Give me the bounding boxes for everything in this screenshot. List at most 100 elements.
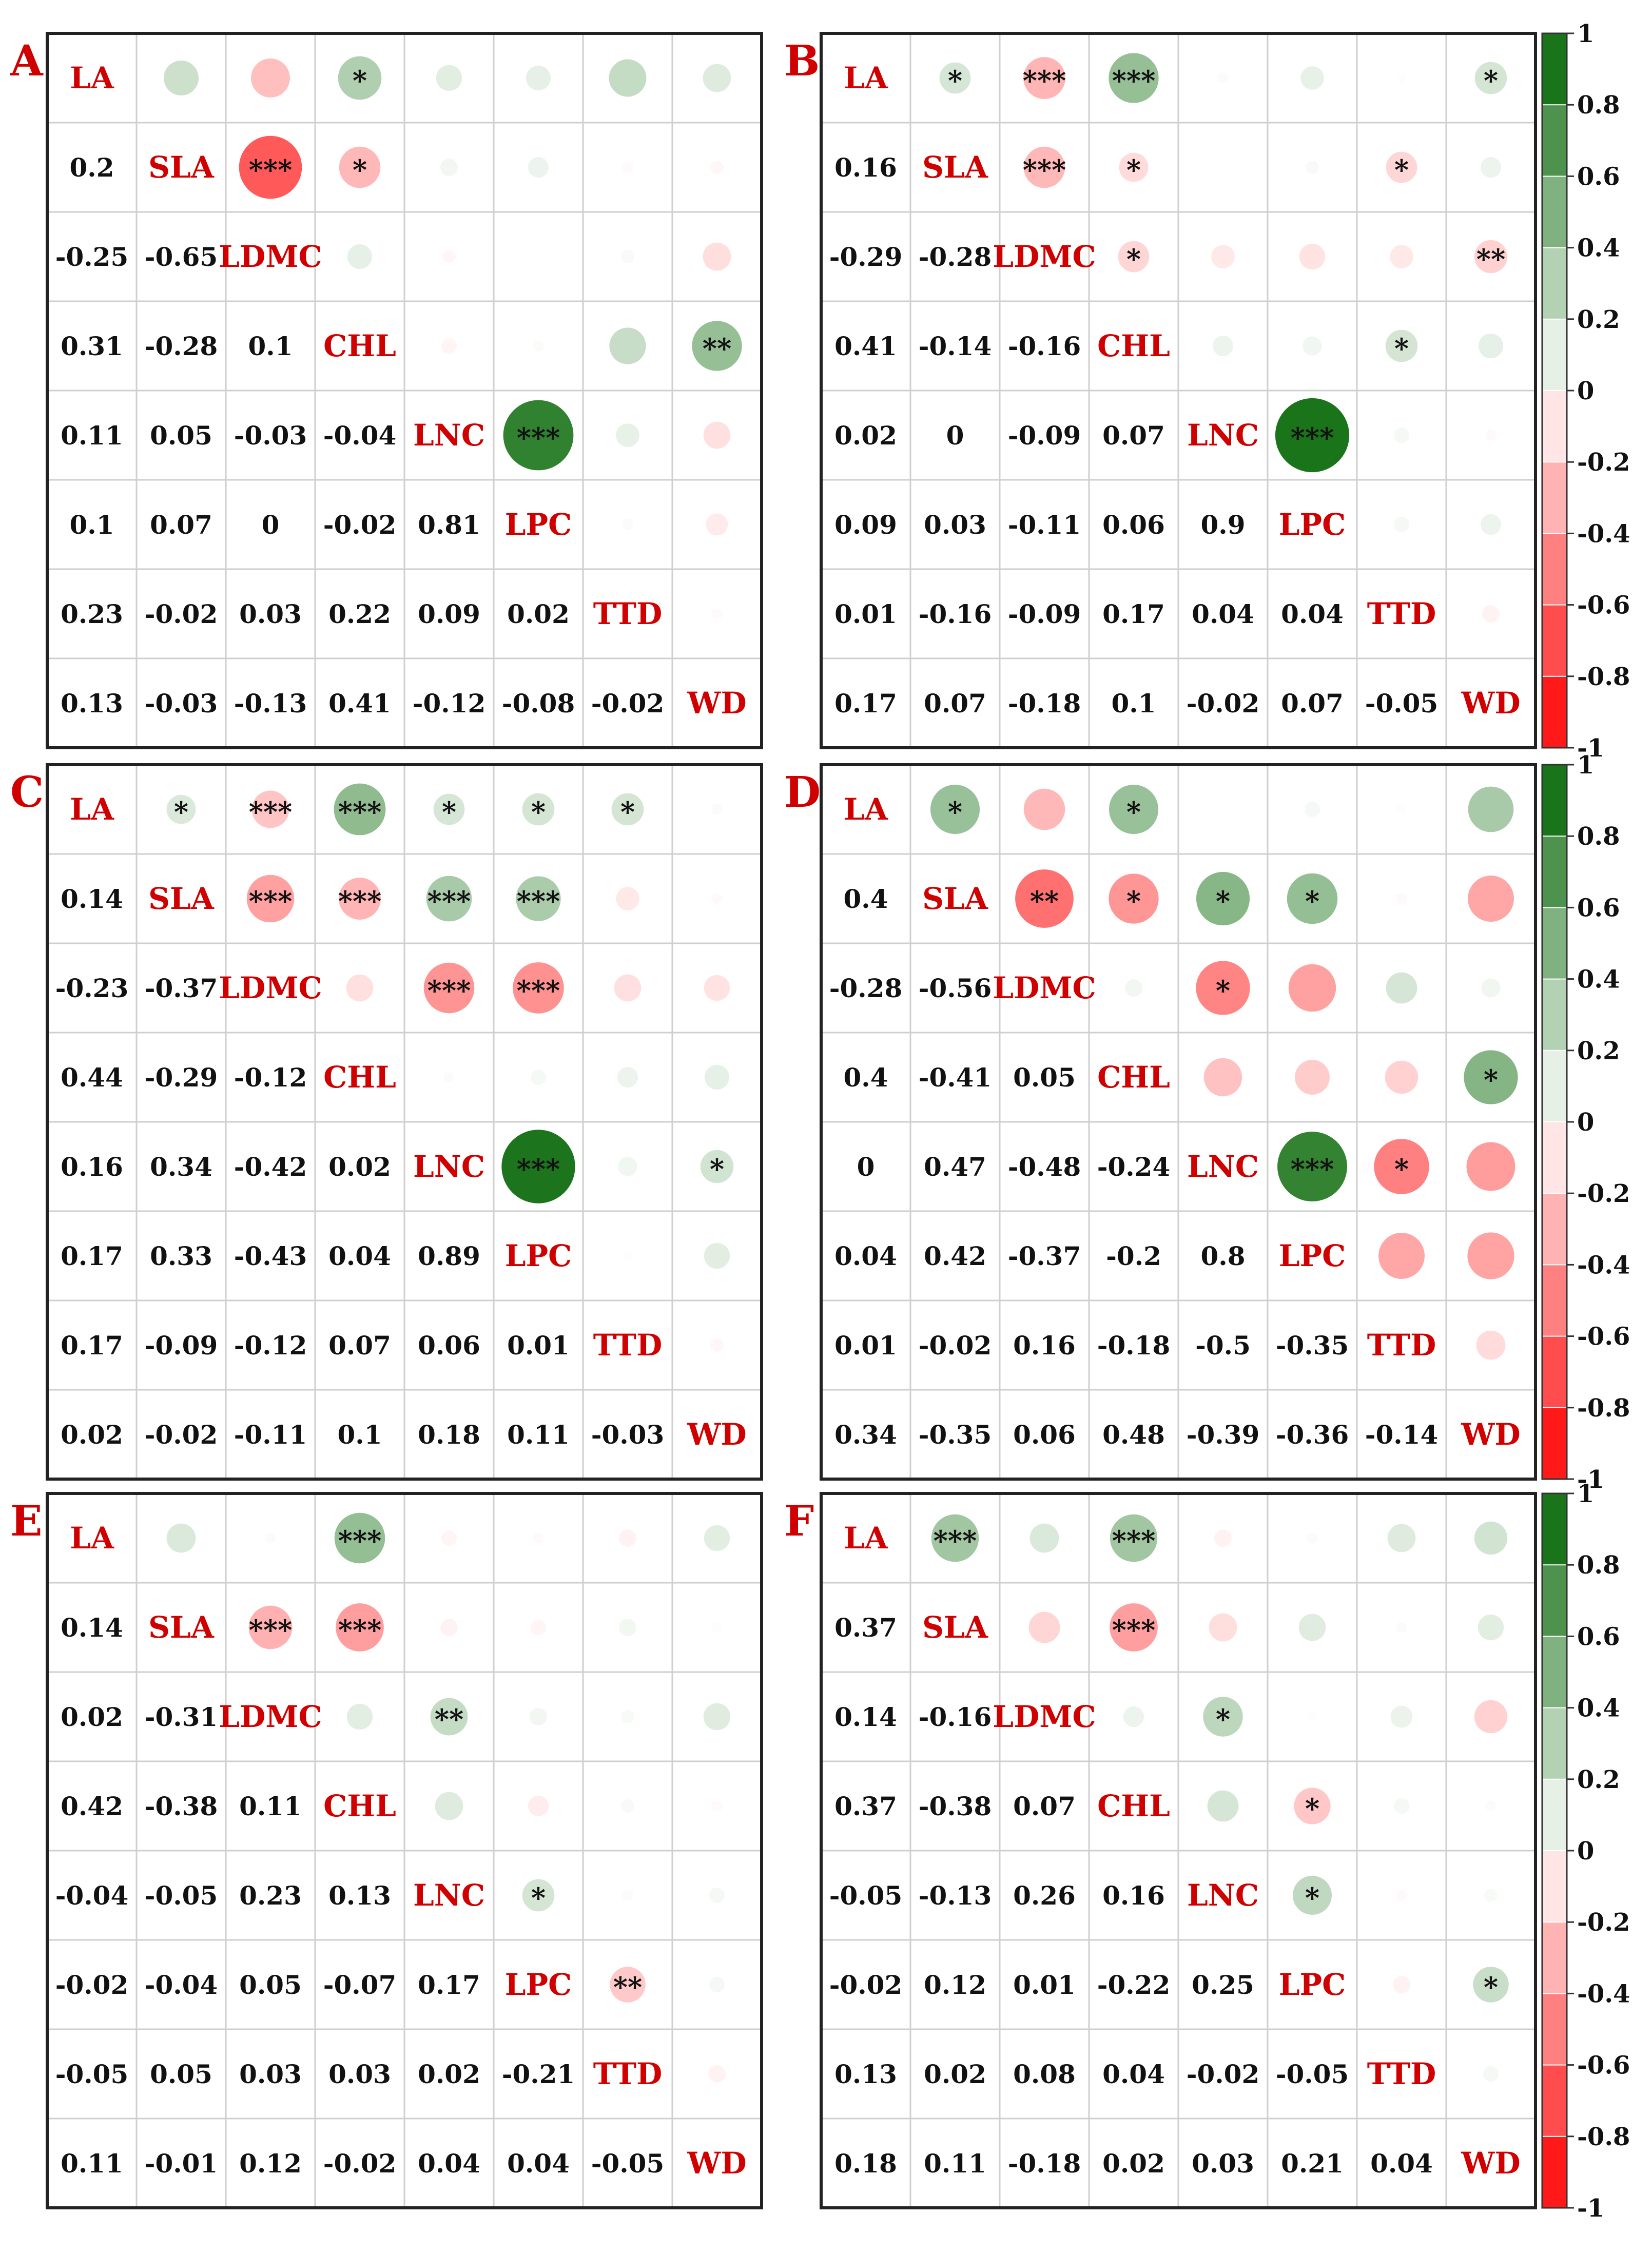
correlation-value: 0.1	[338, 1420, 382, 1450]
correlation-circle	[1484, 1888, 1498, 1902]
significance-stars: ***	[1291, 1153, 1334, 1186]
correlation-circle	[622, 1890, 633, 1901]
correlation-circle	[1028, 1611, 1060, 1643]
correlation-value: 0.17	[61, 1241, 123, 1271]
correlation-circle	[1386, 972, 1417, 1004]
significance-stars: *	[1216, 974, 1230, 1007]
correlation-circle	[1393, 1798, 1410, 1814]
significance-stars: ***	[338, 885, 382, 918]
correlation-value: -0.56	[919, 973, 992, 1003]
significance-stars: ***	[249, 885, 293, 918]
colorbar-B: 1 0.8 0.6 0.4 0.2 0 -0.2 -0.4 -0.6 -0.8 -1	[1541, 20, 1630, 763]
significance-stars: *	[1126, 153, 1141, 186]
correlation-value: 0.07	[1013, 1791, 1076, 1821]
colorbar-segment	[1542, 1707, 1567, 1780]
variable-label: LNC	[413, 418, 485, 453]
correlation-value: 0.18	[834, 2148, 897, 2179]
colorbar-segment	[1542, 1335, 1567, 1409]
significance-stars: **	[613, 1971, 642, 2004]
correlation-value: 0.09	[418, 599, 480, 629]
correlation-value: -0.35	[919, 1420, 992, 1450]
correlation-circle	[708, 2065, 726, 2083]
correlation-circle	[619, 1529, 636, 1547]
correlation-value: 0.21	[1281, 2148, 1344, 2179]
significance-stars: **	[1476, 243, 1505, 276]
panel-label-A: A	[10, 36, 44, 86]
colorbar-segment	[1542, 390, 1567, 463]
correlation-circle	[1467, 1232, 1514, 1279]
colorbar-tick-label: 1	[1577, 1480, 1594, 1508]
colorbar-tick-label: 0.4	[1577, 234, 1620, 263]
colorbar-segment	[1542, 318, 1567, 392]
significance-stars: ***	[427, 974, 471, 1007]
correlation-circle	[436, 65, 462, 91]
correlation-circle	[1211, 245, 1235, 268]
correlation-value: -0.02	[323, 510, 397, 540]
colorbar-segment	[1542, 1921, 1567, 1995]
variable-label: LNC	[1187, 418, 1259, 453]
correlation-circle	[709, 1887, 725, 1904]
correlation-value: -0.28	[145, 331, 218, 361]
correlation-circle	[1396, 1890, 1407, 1901]
correlation-value: -0.02	[323, 2148, 397, 2179]
colorbar-segment	[1542, 1050, 1567, 1123]
variable-label: SLA	[922, 1610, 988, 1645]
correlation-circle	[620, 1799, 635, 1813]
correlation-value: -0.04	[323, 420, 397, 451]
correlation-value: -0.14	[1365, 1420, 1439, 1450]
correlation-value: 0.41	[834, 331, 897, 361]
colorbar-segment	[1542, 247, 1567, 320]
panel-label-C: C	[10, 768, 44, 817]
correlation-circle	[1304, 801, 1320, 818]
correlation-value: -0.02	[591, 688, 665, 718]
correlation-circle	[533, 251, 543, 262]
correlation-circle	[336, 1603, 384, 1652]
colorbar-segment	[1542, 2135, 1567, 2209]
correlation-value: 0.01	[834, 599, 897, 629]
correlation-value: 0.06	[1102, 510, 1165, 540]
colorbar-tick-label: -0.2	[1577, 1908, 1630, 1937]
correlation-circle	[1481, 978, 1501, 998]
correlation-value: 0.02	[834, 420, 897, 451]
correlation-circle	[611, 793, 644, 826]
significance-stars: *	[442, 795, 456, 828]
correlation-value: 0.26	[1013, 1880, 1076, 1911]
correlation-value: 0.14	[61, 884, 123, 914]
colorbar-F: 1 0.8 0.6 0.4 0.2 0 -0.2 -0.4 -0.6 -0.8 -1	[1541, 1480, 1630, 2223]
correlation-circle	[1378, 1233, 1425, 1279]
colorbar-segment	[1542, 978, 1567, 1052]
correlation-circle	[1480, 514, 1502, 535]
correlation-value: -0.05	[1276, 2059, 1349, 2089]
correlation-value: -0.04	[145, 1970, 218, 2000]
significance-stars: *	[1305, 1881, 1319, 1914]
correlation-circle	[1203, 1697, 1243, 1737]
correlation-value: -0.02	[145, 1420, 218, 1450]
correlation-circle	[1468, 786, 1514, 832]
correlation-circle	[622, 162, 633, 173]
correlation-circle	[619, 1619, 636, 1636]
correlation-circle	[1109, 784, 1159, 834]
variable-label: LA	[70, 792, 114, 827]
variable-label: LDMC	[219, 970, 322, 1005]
significance-stars: ***	[1023, 153, 1066, 186]
colorbar-segment	[1542, 1121, 1567, 1195]
significance-stars: *	[1394, 153, 1409, 186]
correlation-value: -0.07	[323, 1970, 397, 2000]
significance-stars: ***	[934, 1524, 977, 1557]
correlation-circle	[1023, 146, 1065, 188]
correlation-circle	[1196, 871, 1250, 926]
variable-label: WD	[687, 686, 746, 721]
correlation-circle	[533, 1532, 544, 1544]
correlation-circle	[609, 327, 646, 364]
correlation-circle	[616, 423, 639, 447]
correlation-circle	[1396, 73, 1407, 83]
correlation-value: 0.48	[1102, 1420, 1165, 1450]
variable-label: WD	[1461, 2146, 1520, 2181]
correlation-value: -0.04	[55, 1880, 129, 1911]
correlation-circle	[1299, 243, 1326, 270]
correlation-circle	[1474, 1521, 1508, 1555]
colorbar-tick-label: -0.6	[1577, 2051, 1630, 2080]
correlation-circle	[1109, 53, 1159, 103]
correlation-value: -0.24	[1097, 1152, 1171, 1182]
